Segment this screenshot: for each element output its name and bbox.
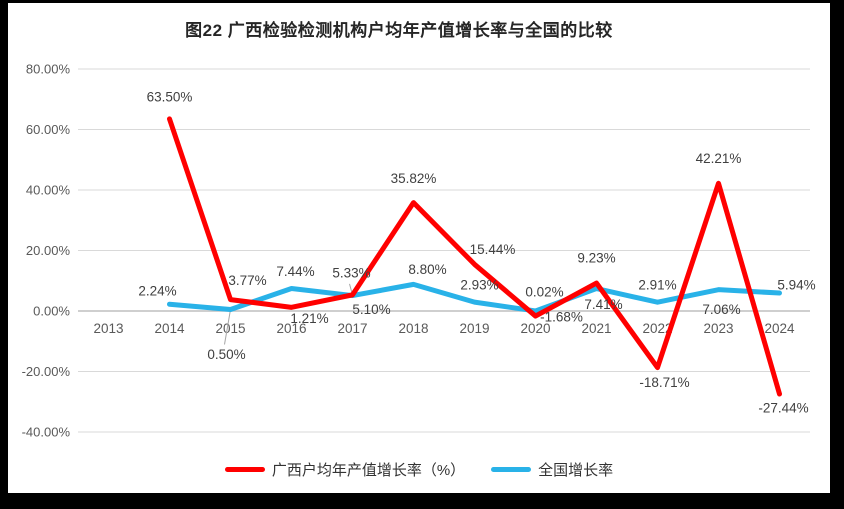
- data-point-label: 7.44%: [276, 264, 314, 279]
- x-axis-year-label: 2021: [581, 321, 611, 336]
- y-axis-tick-label: 80.00%: [26, 62, 71, 77]
- y-axis-tick-label: -40.00%: [22, 425, 71, 440]
- data-point-label: 9.23%: [577, 251, 615, 266]
- data-point-label: 2.24%: [138, 284, 176, 299]
- y-axis-tick-label: 60.00%: [26, 122, 71, 137]
- series-line: [167, 281, 782, 314]
- y-axis-tick-label: -20.00%: [22, 364, 71, 379]
- chart-legend: 广西户均年产值增长率（%） 全国增长率: [8, 459, 830, 480]
- data-point-label: 15.44%: [470, 242, 516, 257]
- data-point-label: 63.50%: [147, 89, 193, 104]
- x-axis-year-label: 2017: [337, 321, 367, 336]
- data-point-label: 2.91%: [638, 278, 676, 293]
- x-axis-year-label: 2013: [93, 321, 123, 336]
- data-point-label: 5.10%: [352, 302, 390, 317]
- chart-canvas: 80.00% 60.00% 40.00% 20.00% 0.00% -20.00% -40.…: [22, 62, 816, 440]
- x-axis-year-label: 2016: [276, 321, 306, 336]
- x-axis-year-label: 2018: [398, 321, 428, 336]
- data-point-label: 0.50%: [207, 347, 245, 362]
- data-point-label: 35.82%: [391, 171, 437, 186]
- x-axis-year-label: 2014: [154, 321, 185, 336]
- y-axis-tick-label: 0.00%: [33, 304, 70, 319]
- x-axis-year-label: 2023: [703, 321, 733, 336]
- x-axis-year-label: 2015: [215, 321, 245, 336]
- data-point-label: 5.33%: [332, 265, 370, 280]
- y-axis-tick-label: 40.00%: [26, 183, 71, 198]
- chart-page: 图22 广西检验检测机构户均年产值增长率与全国的比较 80.00% 60.00% 4…: [8, 3, 830, 493]
- x-axis-year-label: 2020: [520, 321, 550, 336]
- series-line: [167, 116, 782, 397]
- data-point-label: 42.21%: [696, 151, 742, 166]
- data-point-label: 7.06%: [702, 302, 740, 317]
- data-point-label: 7.41%: [584, 297, 622, 312]
- data-point-label: 2.93%: [460, 278, 498, 293]
- x-axis-year-label: 2019: [459, 321, 489, 336]
- x-axis-year-label: 2022: [642, 321, 672, 336]
- data-point-label: -1.68%: [540, 310, 583, 325]
- data-point-label: -27.44%: [758, 401, 808, 416]
- chart-title: 图22 广西检验检测机构户均年产值增长率与全国的比较: [185, 21, 613, 40]
- y-axis-tick-label: 20.00%: [26, 243, 71, 258]
- data-point-label: 5.94%: [777, 278, 815, 293]
- data-point-label: 0.02%: [525, 284, 563, 299]
- blue-line-swatch: [491, 467, 532, 472]
- legend-item-national: 全国增长率: [491, 459, 613, 480]
- data-point-label: 3.77%: [228, 273, 266, 288]
- legend-label-guangxi: 广西户均年产值增长率（%）: [271, 462, 466, 479]
- red-line-swatch: [224, 467, 265, 472]
- data-point-label: 1.21%: [290, 311, 328, 326]
- data-point-label: 8.80%: [408, 262, 446, 277]
- legend-label-national: 全国增长率: [538, 462, 614, 479]
- label-leader-line: [224, 309, 231, 345]
- x-axis-year-label: 2024: [764, 321, 795, 336]
- data-point-label: -18.71%: [639, 375, 689, 390]
- legend-item-guangxi: 广西户均年产值增长率（%）: [224, 459, 466, 480]
